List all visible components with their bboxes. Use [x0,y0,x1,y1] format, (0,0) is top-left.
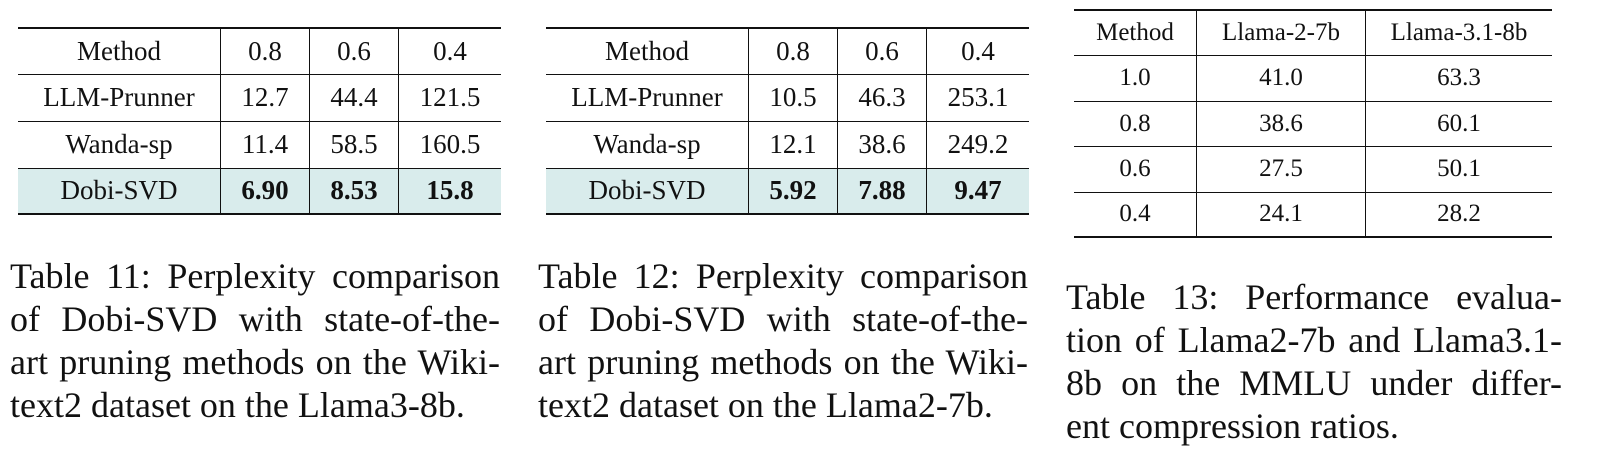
ratio-cell: 0.4 [1074,191,1197,237]
method-cell: Dobi-SVD [18,167,221,214]
value-cell: 249.2 [926,120,1029,168]
value-cell: 10.5 [748,73,838,121]
method-cell: Wanda-sp [546,120,749,168]
method-cell: LLM-Prunner [546,73,749,121]
value-cell: 50.1 [1365,145,1552,192]
caption-line: Table 11: Perplexity comparison [10,256,500,296]
table-row-highlight: Dobi-SVD 5.92 7.88 9.47 [546,167,1029,214]
value-cell: 121.5 [398,73,501,121]
table-13-header-row: Method Llama-2-7b Llama-3.1-8b [1074,10,1552,55]
value-cell: 41.0 [1196,54,1366,101]
ratio-cell: 0.6 [1074,145,1197,192]
value-cell: 24.1 [1196,191,1366,237]
header-ratio-0.6: 0.6 [837,28,927,74]
table-11: Method 0.8 0.6 0.4 LLM-Prunner 12.7 44.4… [18,27,501,215]
caption-line: Table 13: Performance evalua- [1066,277,1562,317]
header-method: Method [605,35,689,66]
header-ratio-0.8: 0.8 [748,28,838,74]
header-method: Method [77,35,161,66]
table-row: 0.4 24.1 28.2 [1074,191,1552,237]
table-12-header-row: Method 0.8 0.6 0.4 [546,28,1029,74]
table-11-caption: Table 11: Perplexity comparison of Dobi-… [10,255,500,427]
caption-line: text2 dataset on the Llama2-7b. [538,385,993,425]
value-cell: 27.5 [1196,145,1366,192]
caption-line: of Dobi-SVD with state-of-the- [538,299,1028,339]
table-row-highlight: Dobi-SVD 6.90 8.53 15.8 [18,167,501,214]
table-row: Wanda-sp 12.1 38.6 249.2 [546,120,1029,168]
value-cell: 63.3 [1365,54,1552,101]
table-row: LLM-Prunner 10.5 46.3 253.1 [546,73,1029,121]
value-cell-best: 6.90 [220,167,310,214]
table-row: Wanda-sp 11.4 58.5 160.5 [18,120,501,168]
table-row: LLM-Prunner 12.7 44.4 121.5 [18,73,501,121]
value-cell: 38.6 [837,120,927,168]
table-row: 1.0 41.0 63.3 [1074,54,1552,101]
caption-line: Table 12: Perplexity comparison [538,256,1028,296]
value-cell-best: 5.92 [748,167,838,214]
value-cell-best: 9.47 [926,167,1029,214]
value-cell: 38.6 [1196,100,1366,146]
table-row: 0.8 38.6 60.1 [1074,100,1552,146]
header-llama-2-7b: Llama-2-7b [1196,10,1366,55]
table-12: Method 0.8 0.6 0.4 LLM-Prunner 10.5 46.3… [546,27,1029,215]
table-13-caption: Table 13: Performance evalua- tion of Ll… [1066,276,1562,448]
value-cell: 11.4 [220,120,310,168]
header-ratio-0.4: 0.4 [398,28,501,74]
caption-line: art pruning methods on the Wiki- [10,342,500,382]
value-cell: 160.5 [398,120,501,168]
value-cell: 58.5 [309,120,399,168]
caption-line: art pruning methods on the Wiki- [538,342,1028,382]
caption-line: ent compression ratios. [1066,406,1399,446]
value-cell: 46.3 [837,73,927,121]
method-cell: Wanda-sp [18,120,221,168]
value-cell: 253.1 [926,73,1029,121]
header-llama-3.1-8b: Llama-3.1-8b [1365,10,1552,55]
method-cell: Dobi-SVD [546,167,749,214]
value-cell: 44.4 [309,73,399,121]
table-13-grid: Method Llama-2-7b Llama-3.1-8b 1.0 41.0 … [1074,9,1552,238]
header-ratio-0.8: 0.8 [220,28,310,74]
ratio-cell: 0.8 [1074,100,1197,146]
value-cell: 28.2 [1365,191,1552,237]
header-ratio-0.6: 0.6 [309,28,399,74]
caption-line: of Dobi-SVD with state-of-the- [10,299,500,339]
table-11-header-row: Method 0.8 0.6 0.4 [18,28,501,74]
value-cell: 60.1 [1365,100,1552,146]
method-cell: LLM-Prunner [18,73,221,121]
value-cell-best: 7.88 [837,167,927,214]
value-cell: 12.7 [220,73,310,121]
header-ratio-0.4: 0.4 [926,28,1029,74]
caption-line: tion of Llama2-7b and Llama3.1- [1066,320,1562,360]
ratio-cell: 1.0 [1074,54,1197,101]
value-cell: 12.1 [748,120,838,168]
value-cell-best: 8.53 [309,167,399,214]
table-11-grid: Method 0.8 0.6 0.4 LLM-Prunner 12.7 44.4… [18,27,501,215]
table-12-grid: Method 0.8 0.6 0.4 LLM-Prunner 10.5 46.3… [546,27,1029,215]
caption-line: text2 dataset on the Llama3-8b. [10,385,465,425]
table-12-caption: Table 12: Perplexity comparison of Dobi-… [538,255,1028,427]
header-method: Method [1096,18,1174,46]
caption-line: 8b on the MMLU under differ- [1066,363,1562,403]
table-row: 0.6 27.5 50.1 [1074,145,1552,192]
value-cell-best: 15.8 [398,167,501,214]
table-13: Method Llama-2-7b Llama-3.1-8b 1.0 41.0 … [1074,9,1552,238]
